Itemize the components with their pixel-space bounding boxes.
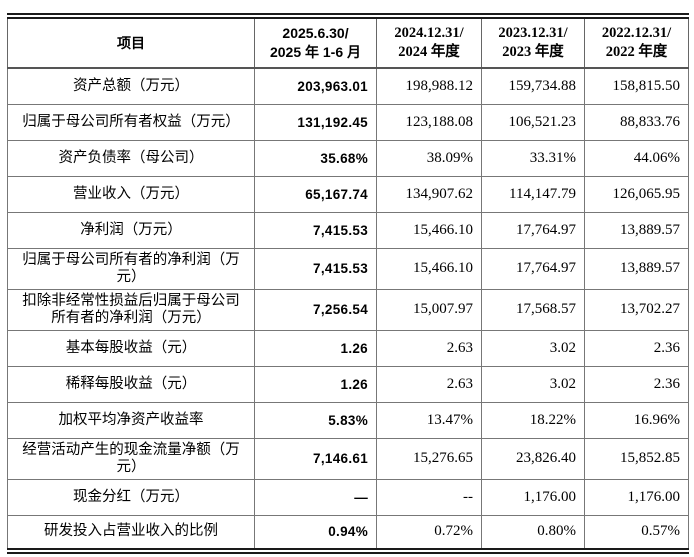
table-row: 现金分红（万元） — -- 1,176.00 1,176.00 (7, 478, 689, 516)
value-cell: 17,568.57 (481, 288, 585, 331)
value-cell: 7,256.54 (254, 288, 377, 331)
value-cell: 0.57% (584, 514, 689, 552)
row-label: 资产负债率（母公司） (7, 139, 255, 177)
table-row: 加权平均净资产收益率 5.83% 13.47% 18.22% 16.96% (7, 401, 689, 439)
table-header: 项目 2025.6.30/ 2025 年 1-6 月 2024.12.31/ 2… (7, 15, 689, 69)
value-cell: — (254, 478, 377, 516)
col-header-period-2025: 2025.6.30/ 2025 年 1-6 月 (254, 15, 377, 69)
col-header-period-2022: 2022.12.31/ 2022 年度 (584, 15, 689, 69)
value-cell: 15,007.97 (376, 288, 482, 331)
value-cell: 2.63 (376, 329, 482, 367)
value-cell: 15,276.65 (376, 437, 482, 480)
table-row: 资产负债率（母公司） 35.68% 38.09% 33.31% 44.06% (7, 139, 689, 177)
value-cell: 38.09% (376, 139, 482, 177)
table-row: 经营活动产生的现金流量净额（万元） 7,146.61 15,276.65 23,826… (7, 437, 689, 480)
value-cell: 16.96% (584, 401, 689, 439)
table-row: 营业收入（万元） 65,167.74 134,907.62 114,147.79 126… (7, 175, 689, 213)
value-cell: 1.26 (254, 365, 377, 403)
table-row: 归属于母公司所有者权益（万元） 131,192.45 123,188.08 106,5… (7, 103, 689, 141)
value-cell: 33.31% (481, 139, 585, 177)
value-cell: 126,065.95 (584, 175, 689, 213)
value-cell: 17,764.97 (481, 211, 585, 249)
value-cell: 203,963.01 (254, 67, 377, 105)
col-header-period-2024: 2024.12.31/ 2024 年度 (376, 15, 482, 69)
value-cell: 123,188.08 (376, 103, 482, 141)
value-cell: 2.63 (376, 365, 482, 403)
value-cell: 44.06% (584, 139, 689, 177)
value-cell: 7,415.53 (254, 247, 377, 290)
value-cell: 7,146.61 (254, 437, 377, 480)
value-cell: 18.22% (481, 401, 585, 439)
table-row: 资产总额（万元） 203,963.01 198,988.12 159,734.88 15… (7, 67, 689, 105)
value-cell: 2.36 (584, 329, 689, 367)
value-cell: 0.80% (481, 514, 585, 552)
financial-summary-table: 项目 2025.6.30/ 2025 年 1-6 月 2024.12.31/ 2… (7, 13, 689, 554)
value-cell: 0.94% (254, 514, 377, 552)
row-label: 归属于母公司所有者权益（万元） (7, 103, 255, 141)
table-row: 扣除非经常性损益后归属于母公司所有者的净利润（万元） 7,256.54 15,007… (7, 288, 689, 331)
value-cell: 17,764.97 (481, 247, 585, 290)
value-cell: 3.02 (481, 329, 585, 367)
row-label: 基本每股收益（元） (7, 329, 255, 367)
row-label: 稀释每股收益（元） (7, 365, 255, 403)
value-cell: 15,466.10 (376, 211, 482, 249)
table-row: 归属于母公司所有者的净利润（万元） 7,415.53 15,466.10 17,764… (7, 247, 689, 290)
value-cell: 5.83% (254, 401, 377, 439)
row-label: 加权平均净资产收益率 (7, 401, 255, 439)
header-row: 项目 2025.6.30/ 2025 年 1-6 月 2024.12.31/ 2… (7, 15, 689, 69)
col-header-period-2023: 2023.12.31/ 2023 年度 (481, 15, 585, 69)
row-label: 经营活动产生的现金流量净额（万元） (7, 437, 255, 480)
row-label: 归属于母公司所有者的净利润（万元） (7, 247, 255, 290)
row-label: 研发投入占营业收入的比例 (7, 514, 255, 552)
value-cell: 3.02 (481, 365, 585, 403)
col-header-item: 项目 (7, 15, 255, 69)
value-cell: 15,466.10 (376, 247, 482, 290)
value-cell: 198,988.12 (376, 67, 482, 105)
value-cell: 1,176.00 (584, 478, 689, 516)
value-cell: 13.47% (376, 401, 482, 439)
row-label: 现金分红（万元） (7, 478, 255, 516)
value-cell: -- (376, 478, 482, 516)
row-label: 净利润（万元） (7, 211, 255, 249)
value-cell: 131,192.45 (254, 103, 377, 141)
value-cell: 134,907.62 (376, 175, 482, 213)
table-row: 基本每股收益（元） 1.26 2.63 3.02 2.36 (7, 329, 689, 367)
col-header-item-label: 项目 (117, 34, 145, 51)
value-cell: 159,734.88 (481, 67, 585, 105)
value-cell: 23,826.40 (481, 437, 585, 480)
row-label: 扣除非经常性损益后归属于母公司所有者的净利润（万元） (7, 288, 255, 331)
value-cell: 2.36 (584, 365, 689, 403)
value-cell: 13,702.27 (584, 288, 689, 331)
value-cell: 15,852.85 (584, 437, 689, 480)
value-cell: 65,167.74 (254, 175, 377, 213)
value-cell: 0.72% (376, 514, 482, 552)
value-cell: 88,833.76 (584, 103, 689, 141)
table-row: 研发投入占营业收入的比例 0.94% 0.72% 0.80% 0.57% (7, 514, 689, 552)
value-cell: 158,815.50 (584, 67, 689, 105)
value-cell: 106,521.23 (481, 103, 585, 141)
row-label: 资产总额（万元） (7, 67, 255, 105)
value-cell: 13,889.57 (584, 247, 689, 290)
row-label: 营业收入（万元） (7, 175, 255, 213)
table-body: 资产总额（万元） 203,963.01 198,988.12 159,734.88 15… (7, 67, 689, 552)
table-row: 稀释每股收益（元） 1.26 2.63 3.02 2.36 (7, 365, 689, 403)
value-cell: 35.68% (254, 139, 377, 177)
value-cell: 114,147.79 (481, 175, 585, 213)
value-cell: 1.26 (254, 329, 377, 367)
value-cell: 1,176.00 (481, 478, 585, 516)
value-cell: 7,415.53 (254, 211, 377, 249)
table-row: 净利润（万元） 7,415.53 15,466.10 17,764.97 13,889.… (7, 211, 689, 249)
value-cell: 13,889.57 (584, 211, 689, 249)
